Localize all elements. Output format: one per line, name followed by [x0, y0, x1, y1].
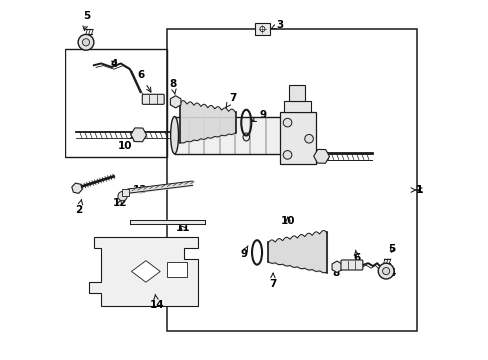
- Bar: [289, 85, 305, 101]
- Circle shape: [283, 150, 291, 159]
- Text: 12: 12: [112, 198, 127, 208]
- Text: 14: 14: [149, 294, 163, 310]
- Bar: [167, 30, 416, 330]
- Text: 10: 10: [118, 136, 135, 151]
- Polygon shape: [131, 261, 160, 282]
- FancyBboxPatch shape: [142, 94, 164, 104]
- Text: 9: 9: [240, 246, 247, 258]
- Bar: [280, 112, 316, 164]
- Text: 1: 1: [415, 185, 422, 195]
- Text: 5: 5: [388, 244, 395, 254]
- Text: 8: 8: [169, 79, 176, 94]
- FancyBboxPatch shape: [254, 23, 270, 35]
- Text: 7: 7: [268, 273, 276, 289]
- Polygon shape: [88, 237, 198, 306]
- Text: 6: 6: [137, 70, 151, 92]
- Text: 7: 7: [225, 93, 236, 108]
- Text: 2: 2: [75, 200, 82, 216]
- Bar: [122, 189, 129, 196]
- Circle shape: [82, 39, 89, 46]
- Text: 11: 11: [175, 223, 190, 233]
- Circle shape: [378, 263, 393, 279]
- Text: 4: 4: [387, 267, 395, 278]
- Circle shape: [260, 27, 264, 32]
- Text: 10: 10: [280, 216, 295, 226]
- Text: 4: 4: [111, 59, 118, 69]
- Circle shape: [382, 267, 389, 275]
- Polygon shape: [167, 262, 187, 277]
- Circle shape: [304, 134, 313, 143]
- Text: 1: 1: [415, 185, 422, 195]
- Text: 8: 8: [332, 265, 339, 278]
- FancyBboxPatch shape: [340, 260, 362, 270]
- Circle shape: [118, 192, 127, 201]
- Circle shape: [283, 118, 291, 127]
- Text: 13: 13: [132, 185, 147, 195]
- Text: 3: 3: [270, 20, 283, 30]
- Circle shape: [78, 35, 94, 50]
- Text: 9: 9: [251, 111, 266, 122]
- Text: 5: 5: [83, 11, 90, 31]
- Text: 6: 6: [352, 250, 360, 263]
- Ellipse shape: [306, 117, 314, 154]
- Ellipse shape: [170, 117, 178, 154]
- Bar: [65, 49, 167, 157]
- Bar: [284, 101, 310, 112]
